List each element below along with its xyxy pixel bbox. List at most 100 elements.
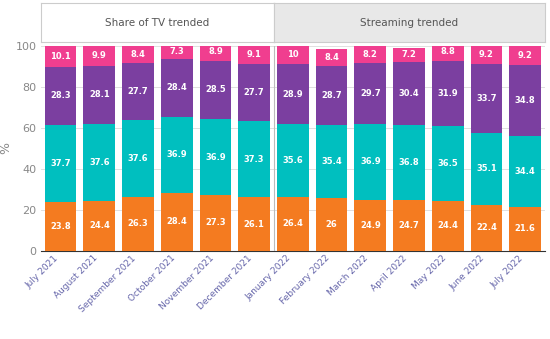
Bar	[316, 49, 348, 66]
Bar	[471, 45, 502, 64]
Text: 29.7: 29.7	[360, 89, 381, 98]
Text: 8.2: 8.2	[363, 50, 378, 59]
Text: 24.4: 24.4	[437, 221, 458, 230]
Text: 28.4: 28.4	[166, 83, 187, 92]
Text: 34.4: 34.4	[515, 167, 536, 176]
Text: 37.7: 37.7	[51, 159, 71, 168]
Text: 36.8: 36.8	[399, 158, 419, 167]
Text: 26: 26	[326, 220, 338, 229]
Text: 24.4: 24.4	[89, 221, 110, 230]
Text: 8.9: 8.9	[208, 47, 223, 56]
Bar	[393, 125, 425, 200]
Text: 28.3: 28.3	[50, 91, 71, 100]
Text: 7.2: 7.2	[402, 51, 416, 59]
Bar	[161, 44, 192, 59]
Text: 8.4: 8.4	[324, 53, 339, 62]
Text: 37.6: 37.6	[128, 154, 148, 163]
Text: 10.1: 10.1	[50, 52, 71, 61]
Bar	[122, 46, 154, 63]
Bar	[354, 63, 386, 124]
Bar	[45, 125, 76, 202]
Bar	[509, 46, 541, 65]
Bar	[200, 195, 232, 251]
Text: 28.9: 28.9	[283, 89, 303, 99]
Bar	[277, 197, 309, 251]
Text: 28.7: 28.7	[321, 91, 342, 100]
Text: 26.4: 26.4	[283, 219, 303, 228]
Text: 33.7: 33.7	[476, 94, 497, 103]
Text: 37.3: 37.3	[244, 155, 265, 164]
Bar	[432, 42, 464, 61]
Text: 9.9: 9.9	[92, 52, 107, 60]
Text: 26.3: 26.3	[128, 219, 148, 228]
Bar	[509, 206, 541, 251]
Bar	[84, 124, 115, 201]
Text: 9.2: 9.2	[479, 50, 494, 59]
Text: 34.8: 34.8	[515, 96, 536, 105]
Text: 28.1: 28.1	[89, 91, 109, 99]
Text: 9.1: 9.1	[247, 50, 262, 59]
Bar	[238, 64, 270, 121]
Bar	[509, 65, 541, 136]
Text: 35.1: 35.1	[476, 164, 497, 174]
Bar	[354, 46, 386, 63]
Y-axis label: %: %	[0, 142, 13, 154]
Bar	[200, 61, 232, 119]
Bar	[432, 201, 464, 251]
Bar	[161, 59, 192, 117]
Text: 28.5: 28.5	[205, 85, 226, 95]
Bar	[354, 124, 386, 200]
Text: Share of TV trended: Share of TV trended	[105, 18, 210, 28]
Text: 10: 10	[287, 50, 299, 59]
Text: 28.4: 28.4	[166, 217, 187, 226]
Text: 36.9: 36.9	[205, 153, 226, 161]
Text: 26.1: 26.1	[244, 220, 265, 228]
Bar	[161, 193, 192, 251]
Text: 8.4: 8.4	[130, 50, 145, 59]
Bar	[393, 200, 425, 251]
Text: 22.4: 22.4	[476, 223, 497, 233]
Text: 37.6: 37.6	[89, 158, 109, 167]
Bar	[200, 42, 232, 61]
Text: 27.7: 27.7	[128, 87, 148, 96]
Bar	[316, 198, 348, 251]
Bar	[393, 47, 425, 62]
Text: 21.6: 21.6	[515, 224, 536, 233]
Bar	[277, 44, 309, 64]
Bar	[84, 46, 115, 66]
Bar	[161, 117, 192, 193]
Bar	[471, 64, 502, 133]
Bar	[84, 201, 115, 251]
Text: Streaming trended: Streaming trended	[360, 18, 458, 28]
Text: 31.9: 31.9	[437, 89, 458, 98]
Bar	[509, 136, 541, 206]
Bar	[122, 120, 154, 197]
Bar	[393, 62, 425, 125]
Text: 36.9: 36.9	[360, 157, 381, 166]
Text: 27.7: 27.7	[244, 88, 265, 97]
Bar	[432, 61, 464, 126]
Text: 23.8: 23.8	[50, 222, 71, 231]
Bar	[471, 133, 502, 205]
Bar	[316, 125, 348, 198]
Bar	[238, 45, 270, 64]
Bar	[45, 67, 76, 125]
Bar	[84, 66, 115, 124]
Bar	[471, 205, 502, 251]
Bar	[45, 46, 76, 67]
Bar	[122, 197, 154, 251]
Text: 36.5: 36.5	[437, 159, 458, 168]
Bar	[316, 66, 348, 125]
Text: 35.4: 35.4	[321, 157, 342, 166]
Bar	[238, 197, 270, 251]
Text: 9.2: 9.2	[518, 51, 532, 60]
Text: 7.3: 7.3	[169, 47, 184, 56]
Text: 30.4: 30.4	[399, 89, 419, 98]
Bar	[200, 119, 232, 195]
Bar	[45, 202, 76, 251]
Bar	[277, 124, 309, 197]
Text: 24.9: 24.9	[360, 221, 381, 230]
Bar	[354, 200, 386, 251]
Bar	[122, 63, 154, 120]
Text: 36.9: 36.9	[167, 150, 187, 159]
